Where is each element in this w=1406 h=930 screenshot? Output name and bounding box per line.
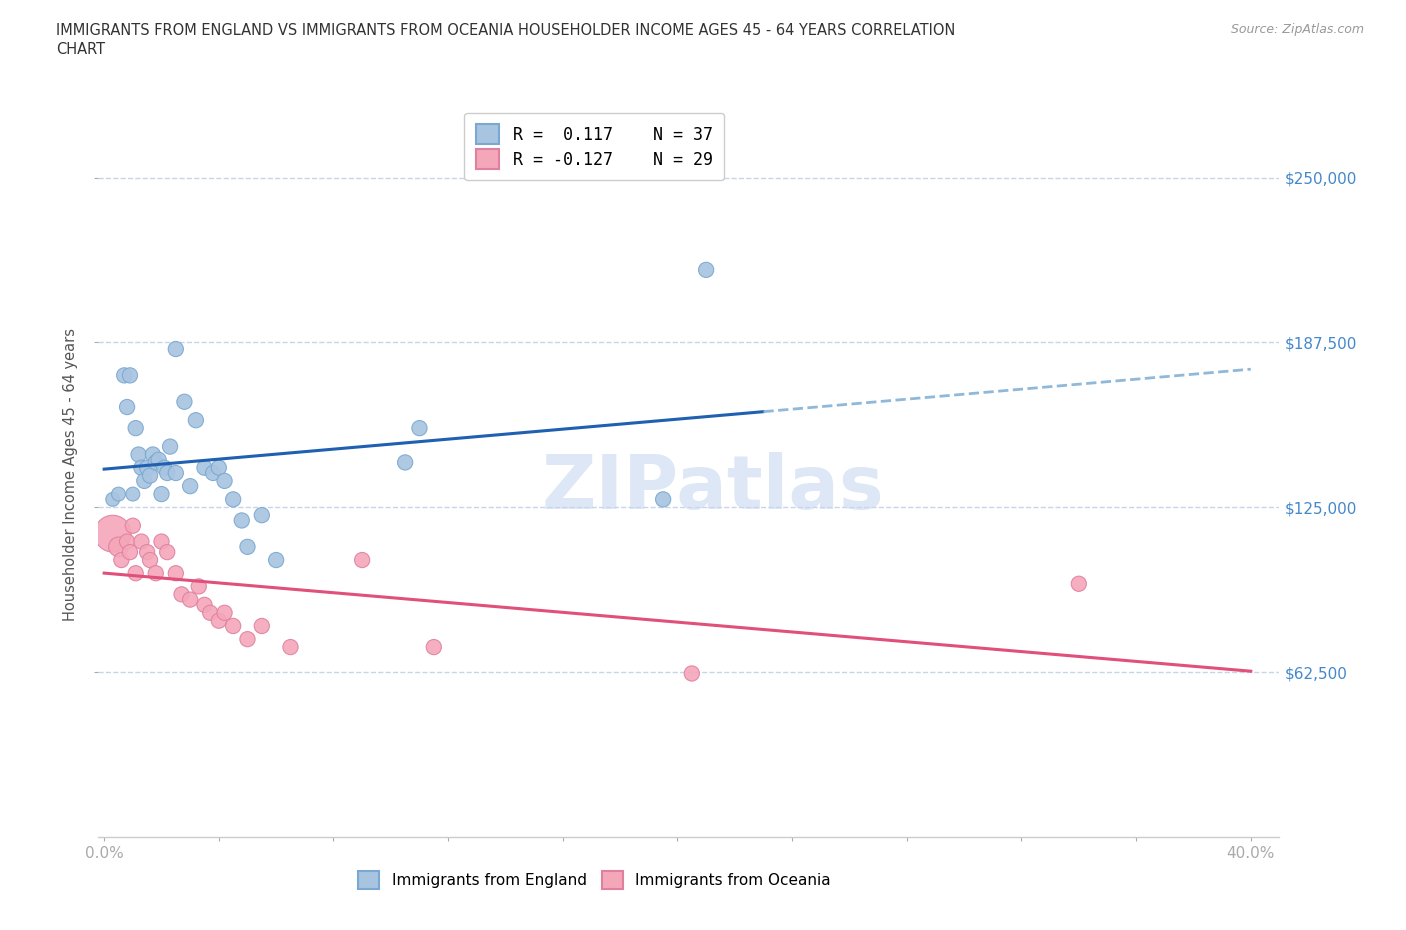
Point [236, 631, 259, 646]
Point [118, 368, 141, 383]
Point [136, 460, 159, 475]
Point [128, 447, 150, 462]
Point [134, 473, 156, 488]
Point [202, 466, 225, 481]
Point [131, 534, 153, 549]
Point [173, 394, 195, 409]
Point [107, 539, 129, 554]
Point [184, 413, 207, 428]
Point [165, 565, 187, 580]
Point [352, 552, 374, 567]
Point [208, 460, 231, 475]
Point [110, 552, 132, 567]
Point [153, 460, 176, 475]
Point [115, 400, 138, 415]
Point [125, 420, 148, 435]
Point [159, 439, 181, 454]
Point [193, 597, 215, 612]
Point [231, 513, 253, 528]
Point [121, 486, 143, 501]
Text: Source: ZipAtlas.com: Source: ZipAtlas.com [1230, 23, 1364, 36]
Point [165, 341, 187, 356]
Point [408, 420, 430, 435]
Point [1067, 577, 1090, 591]
Point [107, 486, 129, 501]
Point [193, 460, 215, 475]
Point [264, 552, 287, 567]
Point [250, 508, 273, 523]
Point [423, 640, 446, 655]
Point [156, 466, 179, 481]
Point [112, 368, 135, 383]
Point [139, 468, 162, 483]
Point [121, 518, 143, 533]
Point [125, 565, 148, 580]
Point [280, 640, 302, 655]
Text: ZIPatlas: ZIPatlas [541, 452, 884, 525]
Point [652, 492, 675, 507]
Point [139, 552, 162, 567]
Point [142, 447, 165, 462]
Point [131, 460, 153, 475]
Point [208, 613, 231, 628]
Point [214, 473, 236, 488]
Text: IMMIGRANTS FROM ENGLAND VS IMMIGRANTS FROM OCEANIA HOUSEHOLDER INCOME AGES 45 - : IMMIGRANTS FROM ENGLAND VS IMMIGRANTS FR… [56, 23, 956, 38]
Point [681, 666, 703, 681]
Point [156, 545, 179, 560]
Point [150, 486, 173, 501]
Point [150, 534, 173, 549]
Legend: Immigrants from England, Immigrants from Oceania: Immigrants from England, Immigrants from… [352, 865, 837, 895]
Point [695, 262, 717, 277]
Point [118, 545, 141, 560]
Point [136, 545, 159, 560]
Point [222, 618, 245, 633]
Point [187, 579, 209, 594]
Point [179, 479, 201, 494]
Point [250, 618, 273, 633]
Text: CHART: CHART [56, 42, 105, 57]
Point [200, 605, 222, 620]
Point [236, 539, 259, 554]
Point [148, 452, 170, 467]
Point [145, 565, 167, 580]
Point [170, 587, 193, 602]
Point [394, 455, 416, 470]
Point [179, 592, 201, 607]
Point [145, 455, 167, 470]
Point [101, 526, 124, 541]
Point [222, 492, 245, 507]
Y-axis label: Householder Income Ages 45 - 64 years: Householder Income Ages 45 - 64 years [63, 327, 79, 621]
Point [214, 605, 236, 620]
Point [101, 492, 124, 507]
Point [115, 534, 138, 549]
Point [165, 466, 187, 481]
